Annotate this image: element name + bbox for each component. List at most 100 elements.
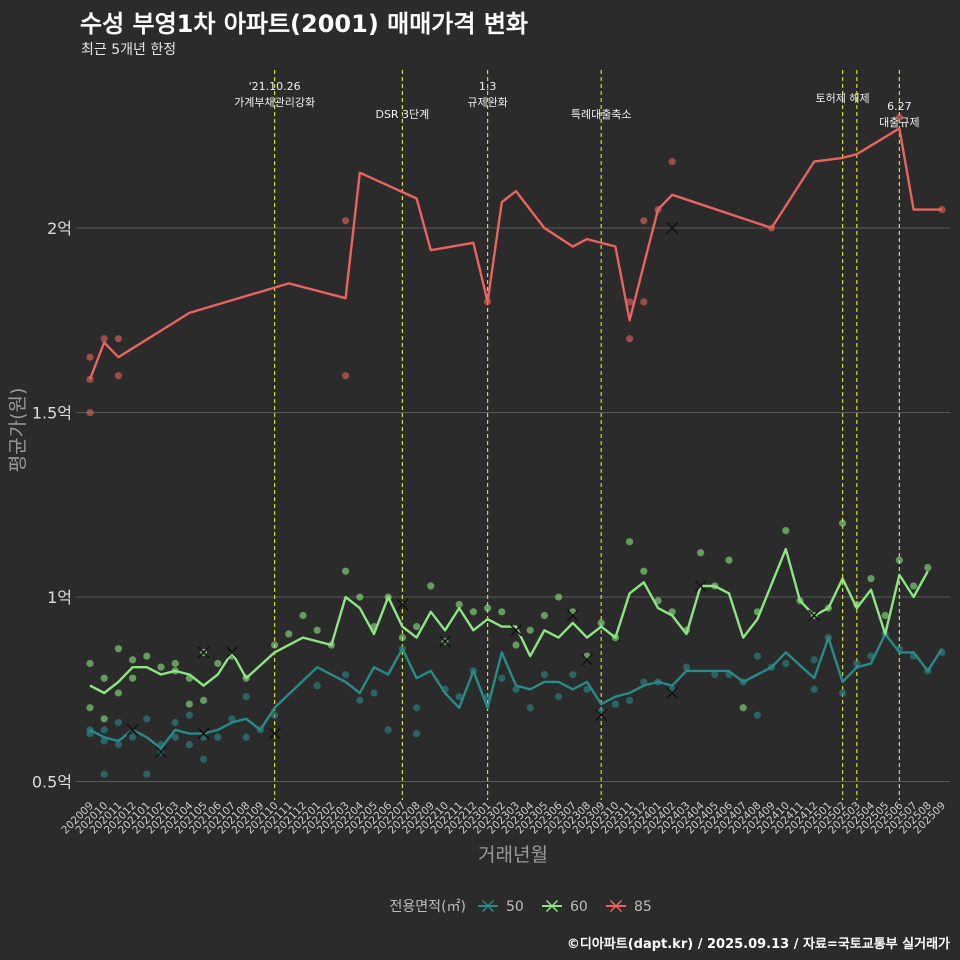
- data-point: [583, 685, 591, 693]
- data-point: [810, 656, 818, 664]
- data-point: [143, 770, 151, 778]
- y-axis-title: 평균가(원): [7, 388, 29, 473]
- data-point: [398, 634, 406, 642]
- data-point: [299, 611, 307, 620]
- data-point: [512, 685, 520, 693]
- event-label: 1.3: [479, 80, 497, 93]
- data-point: [413, 729, 421, 738]
- legend-label: 85: [634, 899, 652, 915]
- data-point: [157, 663, 165, 671]
- data-point: [356, 696, 364, 704]
- legend-label: 50: [506, 899, 524, 915]
- highlight-cross: [268, 727, 281, 740]
- data-point: [668, 158, 676, 166]
- y-tick-label: 1억: [47, 588, 72, 607]
- source-caption: ©디아파트(dapt.kr) / 2025.09.13 / 자료=국토교통부 실…: [566, 937, 950, 952]
- y-tick-label: 1.5억: [32, 404, 72, 423]
- data-point: [498, 608, 506, 616]
- data-point: [100, 335, 108, 343]
- series-line: [88, 127, 942, 380]
- data-point: [839, 689, 847, 697]
- series-line: [89, 547, 929, 695]
- data-point: [839, 519, 847, 527]
- highlight-cross: [225, 646, 239, 659]
- data-point: [455, 600, 463, 609]
- data-point: [895, 556, 904, 564]
- data-point: [86, 704, 94, 712]
- data-point: [711, 670, 719, 679]
- data-point: [114, 689, 122, 697]
- data-point: [185, 700, 193, 708]
- highlight-cross: [438, 635, 452, 648]
- legend-title: 전용면적(㎡): [390, 899, 466, 915]
- data-point: [129, 674, 137, 682]
- data-point: [682, 663, 691, 671]
- event-label: 가계부채관리강화: [234, 96, 315, 109]
- highlight-cross: [197, 646, 210, 659]
- data-point: [640, 678, 648, 686]
- event-label: '21.10.26: [249, 80, 301, 93]
- highlight-cross: [396, 598, 409, 611]
- data-point: [555, 693, 563, 701]
- data-point: [114, 335, 122, 343]
- highlight-cross: [566, 609, 579, 622]
- data-point: [242, 693, 250, 701]
- data-point: [114, 372, 122, 380]
- data-point: [100, 770, 108, 778]
- data-point: [200, 696, 208, 704]
- data-point: [86, 408, 94, 417]
- data-point: [739, 704, 747, 712]
- data-point: [185, 711, 193, 719]
- data-point: [271, 711, 279, 719]
- data-point: [100, 726, 108, 734]
- data-point: [86, 659, 94, 668]
- data-point: [285, 630, 293, 638]
- data-point: [640, 217, 648, 225]
- data-point: [753, 652, 762, 660]
- highlight-cross: [509, 624, 523, 637]
- data-point: [342, 217, 350, 225]
- data-point: [114, 645, 122, 653]
- legend-label: 60: [570, 899, 588, 915]
- data-point: [171, 733, 179, 741]
- data-point: [626, 335, 634, 343]
- data-point: [86, 353, 94, 361]
- data-point: [512, 641, 520, 649]
- data-point: [640, 567, 648, 575]
- data-point: [867, 575, 875, 583]
- data-point: [356, 593, 364, 601]
- data-point: [626, 538, 634, 546]
- data-point: [526, 626, 534, 634]
- data-point: [555, 593, 563, 601]
- data-point: [342, 567, 350, 575]
- data-point: [370, 689, 378, 697]
- highlight-cross: [197, 727, 210, 740]
- event-label: 대출규제: [879, 116, 919, 129]
- highlight-cross: [808, 609, 821, 622]
- data-point: [469, 608, 477, 616]
- data-point: [427, 582, 435, 590]
- highlight-cross: [694, 579, 707, 593]
- y-tick-label: 2억: [47, 219, 72, 238]
- data-point: [143, 715, 151, 723]
- data-point: [782, 659, 790, 668]
- data-point: [895, 113, 904, 121]
- data-point: [569, 670, 577, 679]
- highlight-cross: [580, 653, 594, 666]
- data-point: [526, 704, 534, 712]
- chart-subtitle: 최근 5개년 한정: [81, 42, 177, 58]
- data-point: [313, 626, 321, 634]
- data-point: [214, 659, 222, 668]
- data-point: [853, 659, 861, 668]
- data-point: [271, 641, 279, 649]
- data-point: [143, 652, 151, 660]
- data-point: [540, 670, 549, 679]
- data-point: [753, 711, 762, 719]
- data-point: [413, 622, 421, 631]
- data-point: [782, 527, 790, 535]
- data-point: [114, 718, 122, 727]
- data-point: [200, 755, 208, 764]
- data-point: [583, 652, 591, 660]
- highlight-cross: [666, 222, 679, 235]
- data-point: [597, 619, 605, 627]
